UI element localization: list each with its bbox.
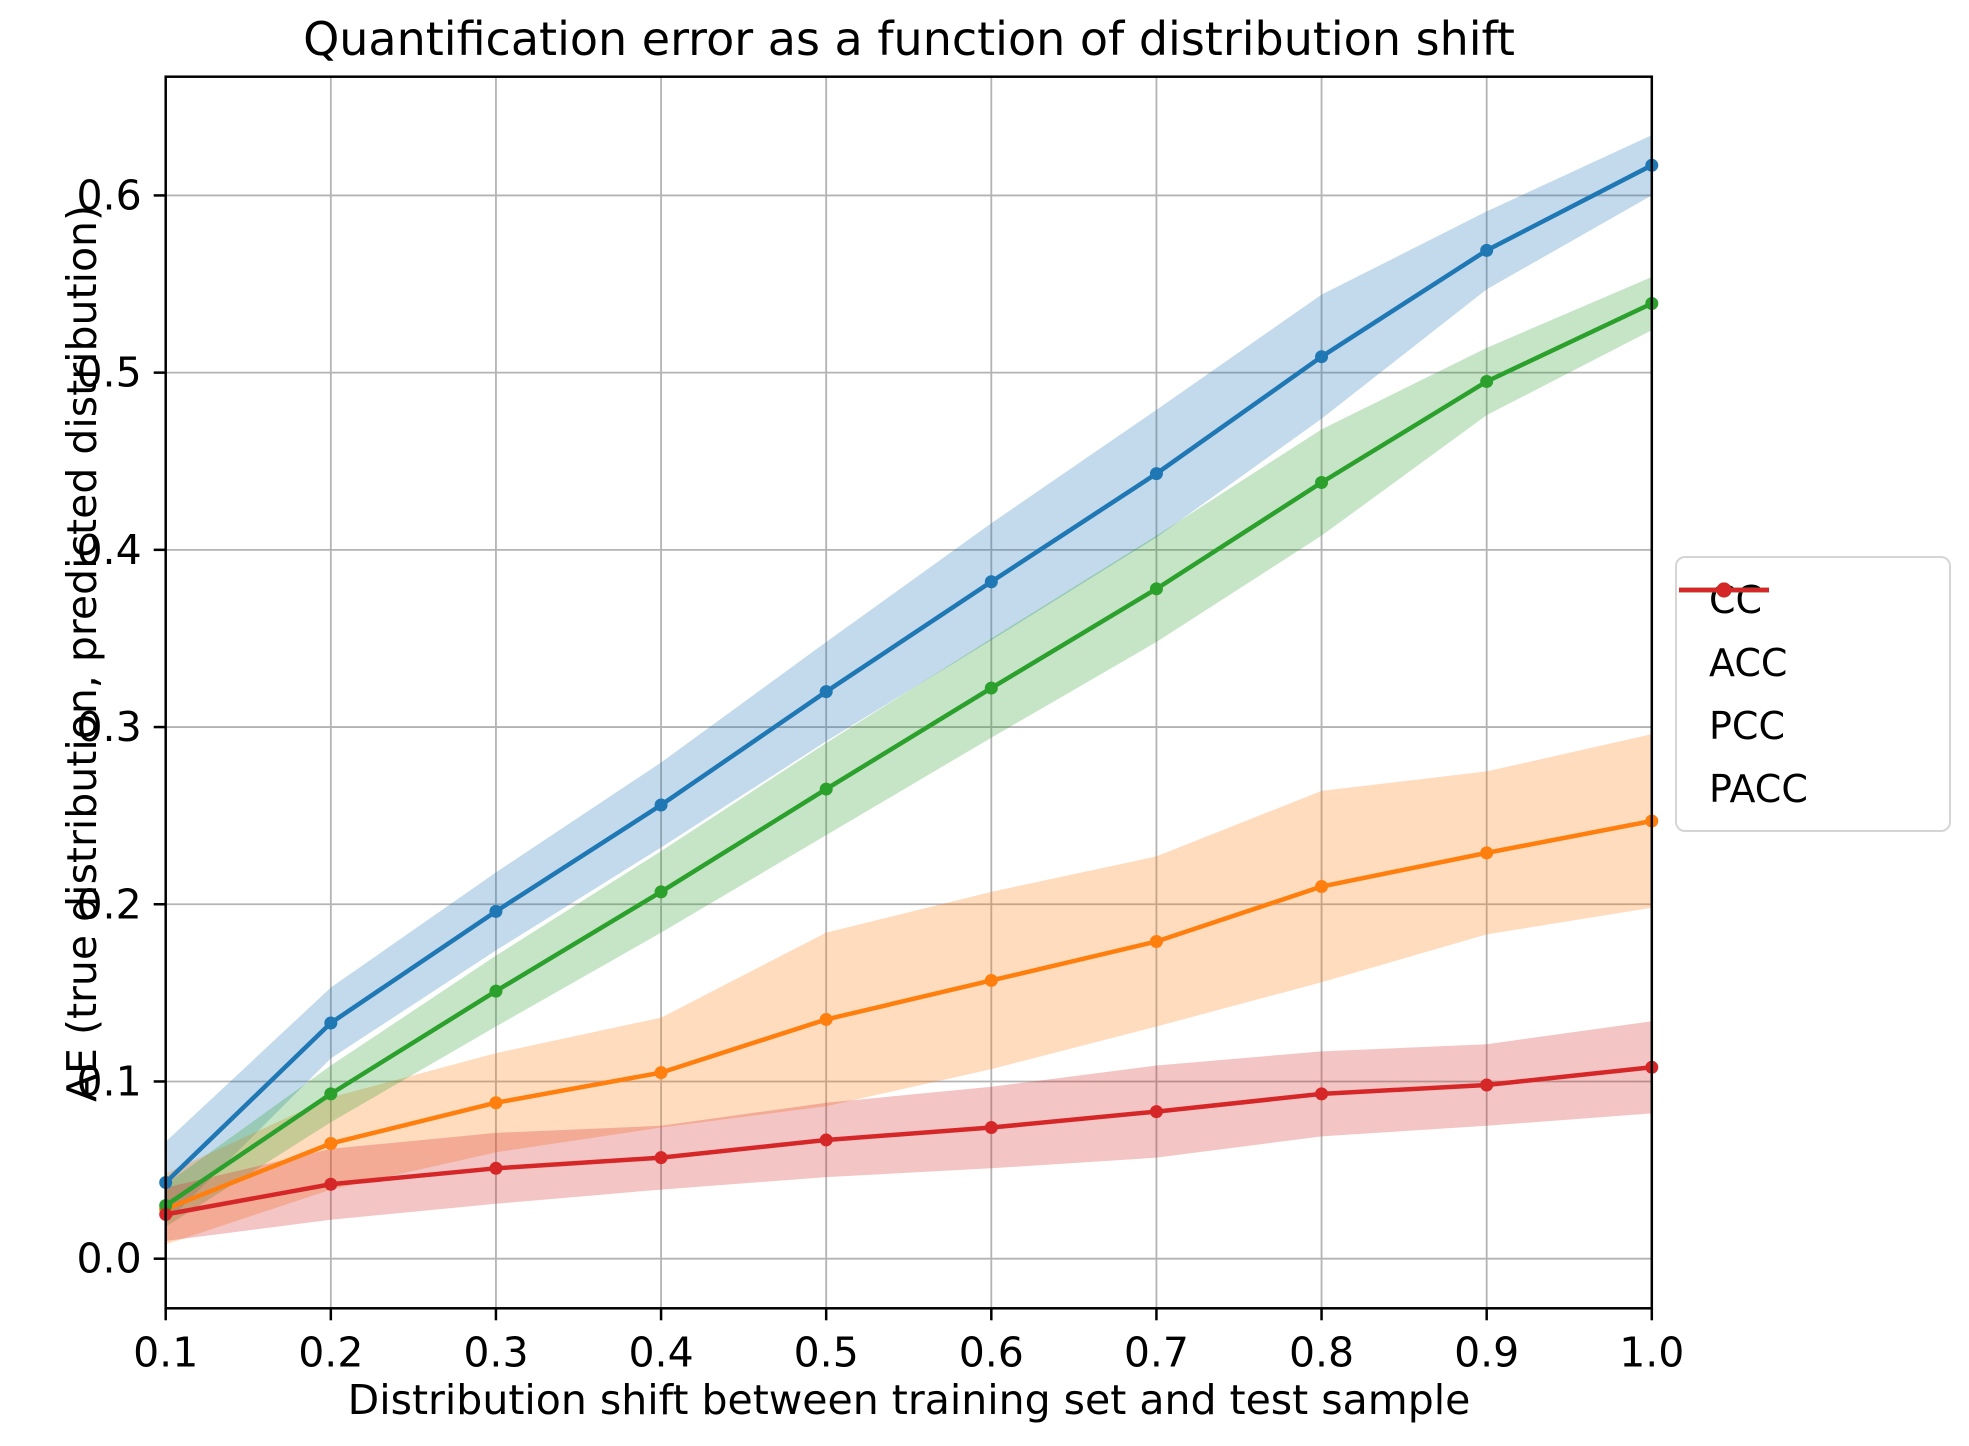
band-cc xyxy=(165,135,1652,1224)
line-acc xyxy=(164,818,1653,1212)
marker-acc xyxy=(654,1066,668,1080)
x-tick-label: 0.2 xyxy=(298,1328,363,1376)
marker-pacc xyxy=(984,1121,998,1135)
legend-entry-acc: ACC xyxy=(1677,582,1949,694)
marker-acc xyxy=(1315,880,1329,894)
band-acc xyxy=(165,734,1652,1245)
marker-acc xyxy=(819,1012,833,1026)
axes-spines xyxy=(164,75,1654,1310)
y-axis-label: AE (true distribution, predicted distrib… xyxy=(58,204,106,1102)
marker-pcc xyxy=(984,681,998,695)
marker-pacc xyxy=(819,1133,833,1147)
line-pacc xyxy=(165,1065,1653,1217)
x-tick-label: 0.8 xyxy=(1289,1328,1354,1376)
marker-acc xyxy=(1480,846,1494,860)
marker-cc xyxy=(1480,243,1494,257)
x-tick-label: 0.4 xyxy=(628,1328,693,1376)
marker-pcc xyxy=(819,782,833,796)
y-tick-label: 0.3 xyxy=(76,703,141,751)
marker-pacc xyxy=(1149,1105,1163,1119)
chart-title: Quantification error as a function of di… xyxy=(303,12,1515,66)
x-tick-label: 0.5 xyxy=(794,1328,859,1376)
legend-entry-pacc: PACC xyxy=(1677,582,1949,820)
marker-acc xyxy=(984,973,998,987)
y-tick-label: 0.1 xyxy=(76,1057,141,1105)
band-pacc xyxy=(165,1021,1652,1241)
marker-pcc xyxy=(1480,374,1494,388)
marker-acc xyxy=(489,1096,503,1110)
marker-pacc xyxy=(1315,1087,1329,1101)
marker-pcc xyxy=(1149,582,1163,596)
marker-cc xyxy=(984,575,998,589)
x-tick-label: 0.1 xyxy=(133,1328,198,1376)
y-tick-label: 0.4 xyxy=(76,526,141,574)
marker-pacc xyxy=(489,1161,503,1175)
marker-pacc xyxy=(324,1177,338,1191)
y-tick-label: 0.0 xyxy=(76,1235,141,1283)
legend-label: CC xyxy=(1709,577,1763,622)
band-pcc xyxy=(165,276,1652,1227)
x-tick-label: 0.6 xyxy=(959,1328,1024,1376)
y-tick-label: 0.5 xyxy=(76,349,141,397)
marker-cc xyxy=(1315,350,1329,364)
marker-pacc xyxy=(654,1151,668,1165)
marker-acc xyxy=(324,1136,338,1150)
y-tick-label: 0.6 xyxy=(76,171,141,219)
marker-pcc xyxy=(489,984,503,998)
y-tick-label: 0.2 xyxy=(76,880,141,928)
marker-pcc xyxy=(1315,476,1329,490)
marker-cc xyxy=(1149,467,1163,481)
marker-cc xyxy=(324,1016,338,1030)
line-pcc xyxy=(164,301,1653,1208)
legend: CC ACC PCC PACC xyxy=(1675,556,1951,832)
legend-label: PACC xyxy=(1709,766,1808,811)
marker-pcc xyxy=(324,1087,338,1101)
line-cc xyxy=(164,163,1653,1185)
x-tick-label: 0.7 xyxy=(1124,1328,1189,1376)
marker-pcc xyxy=(654,885,668,899)
marker-cc xyxy=(489,904,503,918)
marker-pacc xyxy=(1480,1078,1494,1092)
legend-label: PCC xyxy=(1709,703,1785,748)
marker-acc xyxy=(1149,934,1163,948)
legend-label: ACC xyxy=(1709,640,1788,685)
x-tick-label: 1.0 xyxy=(1619,1328,1684,1376)
legend-line-sample xyxy=(1679,582,1769,598)
marker-cc xyxy=(819,685,833,699)
marker-cc xyxy=(654,798,668,812)
x-tick-label: 0.9 xyxy=(1454,1328,1519,1376)
legend-entry-pcc: PCC xyxy=(1677,582,1949,757)
x-axis-label: Distribution shift between training set … xyxy=(347,1376,1471,1424)
x-tick-label: 0.3 xyxy=(463,1328,528,1376)
